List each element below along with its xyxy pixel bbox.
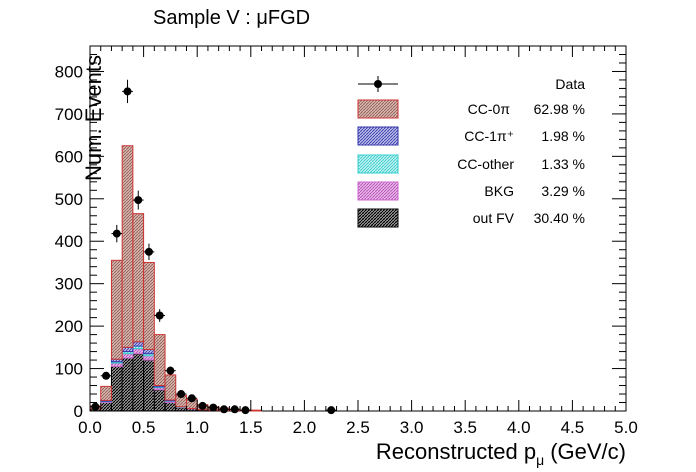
data-point-10 <box>198 401 207 410</box>
x-tick-label-8: 4.0 <box>507 418 531 437</box>
legend-entry-ccother: CC-other 1.33 % <box>357 154 585 174</box>
x-tick-label-4: 2.0 <box>293 418 317 437</box>
bar-bkg-bin-2 <box>110 362 123 367</box>
legend-label-outfv: out FV <box>473 210 515 226</box>
legend-percent-cc0pi: 62.98 % <box>534 101 585 117</box>
legend-label-cc0pi: CC-0π <box>468 101 511 117</box>
x-tick-label-3: 1.5 <box>239 418 263 437</box>
data-point-0 <box>91 402 100 411</box>
legend-swatch-ccother <box>357 154 399 174</box>
data-point-8 <box>177 390 186 399</box>
bar-outfv-bin-5 <box>143 359 155 412</box>
legend-swatch-outfv <box>357 208 399 228</box>
data-point-5 <box>144 247 153 256</box>
bar-cc0-bin-5 <box>143 261 155 350</box>
bar-outfv-bin-4 <box>132 353 145 412</box>
legend-percent-cc1pi: 1.98 % <box>541 128 585 144</box>
bar-cc0-bin-4 <box>132 213 145 343</box>
data-point-13 <box>230 405 239 414</box>
bar-bkg-bin-4 <box>132 348 145 355</box>
data-points <box>90 79 337 415</box>
bar-cc0-bin-6 <box>153 334 166 387</box>
x-tick-label-1: 0.5 <box>132 418 156 437</box>
legend-percent-ccother: 1.33 % <box>541 156 585 172</box>
bar-bkg-bin-5 <box>143 355 155 361</box>
legend-swatch-cc1pi <box>357 126 399 146</box>
x-tick-label-6: 3.0 <box>400 418 424 437</box>
bar-cc0-bin-7 <box>164 374 177 401</box>
data-point-12 <box>220 405 228 414</box>
bar-cc0-bin-2 <box>110 259 123 360</box>
x-axis-title: Reconstructed pμ (GeV/c) <box>376 439 626 468</box>
y-tick-label-3: 300 <box>55 275 83 294</box>
y-axis-title: Num. Events <box>81 55 106 181</box>
legend-entry-cc1pi: CC-1π⁺ 1.98 % <box>357 126 585 146</box>
x-axis-title-unit: (GeV/c) <box>550 439 626 464</box>
bar-bkg-bin-3 <box>121 353 134 359</box>
legend-entry-cc0pi: CC-0π 62.98 % <box>357 99 585 119</box>
data-point-3 <box>123 87 132 96</box>
x-tick-label-5: 2.5 <box>346 418 370 437</box>
bar-outfv-bin-3 <box>121 357 134 412</box>
legend-swatch-bkg <box>357 181 399 201</box>
y-tick-label-7: 700 <box>55 105 83 124</box>
bar-cc0-bin-3 <box>121 145 134 348</box>
bar-cc0-bin-15 <box>250 409 263 412</box>
data-point-6 <box>155 311 164 320</box>
x-tick-label-9: 4.5 <box>561 418 585 437</box>
legend-label-data: Data <box>555 76 585 92</box>
legend-label-bkg: BKG <box>484 183 514 199</box>
legend-data-marker <box>374 80 382 88</box>
bar-outfv-bin-7 <box>164 402 177 412</box>
x-tick-label-0: 0.0 <box>78 418 102 437</box>
y-tick-label-6: 600 <box>55 147 83 166</box>
legend-entry-outfv: out FV 30.40 % <box>357 208 585 228</box>
legend-percent-outfv: 30.40 % <box>534 210 585 226</box>
data-point-1 <box>102 371 111 380</box>
bar-outfv-bin-8 <box>175 407 187 412</box>
y-axis-ticks: 0 100 200 300 400 500 600 700 800 <box>55 53 626 421</box>
chart-title: Sample V : μFGD <box>153 7 310 29</box>
bar-outfv-bin-1 <box>100 402 112 412</box>
x-axis-title-text: Reconstructed p <box>376 439 536 464</box>
stacked-bars <box>89 145 263 412</box>
legend-entry-data: Data <box>358 76 585 92</box>
bar-cc1-bin-4 <box>132 341 145 347</box>
data-point-15 <box>327 406 336 415</box>
y-tick-label-1: 100 <box>55 360 83 379</box>
y-tick-label-0: 0 <box>74 402 83 421</box>
legend-swatch-cc0pi <box>357 99 399 119</box>
y-tick-label-2: 200 <box>55 317 83 336</box>
y-tick-label-8: 800 <box>55 62 83 81</box>
bar-cc0-bin-1 <box>100 385 112 401</box>
x-tick-label-2: 1.0 <box>185 418 209 437</box>
legend: Data CC-0π 62.98 % CC-1π⁺ 1.98 % CC-othe… <box>357 76 585 228</box>
data-point-7 <box>166 366 175 375</box>
x-tick-label-10: 5.0 <box>614 418 638 437</box>
bar-cc1-bin-3 <box>121 346 134 353</box>
bar-outfv-bin-6 <box>153 389 166 412</box>
legend-percent-bkg: 3.29 % <box>541 183 585 199</box>
x-axis-title-subscript: μ <box>536 452 544 468</box>
y-tick-label-5: 500 <box>55 190 83 209</box>
y-tick-label-4: 400 <box>55 232 83 251</box>
bar-cc1-bin-5 <box>143 348 155 355</box>
data-point-14 <box>241 406 250 415</box>
legend-entry-bkg: BKG 3.29 % <box>357 181 585 201</box>
legend-label-ccother: CC-other <box>457 156 514 172</box>
x-tick-label-7: 3.5 <box>453 418 477 437</box>
data-point-2 <box>112 229 121 238</box>
bar-outfv-bin-2 <box>110 365 123 412</box>
legend-label-cc1pi: CC-1π⁺ <box>464 128 514 144</box>
data-point-9 <box>187 394 196 403</box>
data-point-11 <box>209 403 218 412</box>
data-point-4 <box>134 196 143 205</box>
x-axis-ticks: 0.0 0.5 1.0 1.5 2.0 2.5 3.0 3.5 4.0 4.5 5.0 <box>78 46 638 437</box>
